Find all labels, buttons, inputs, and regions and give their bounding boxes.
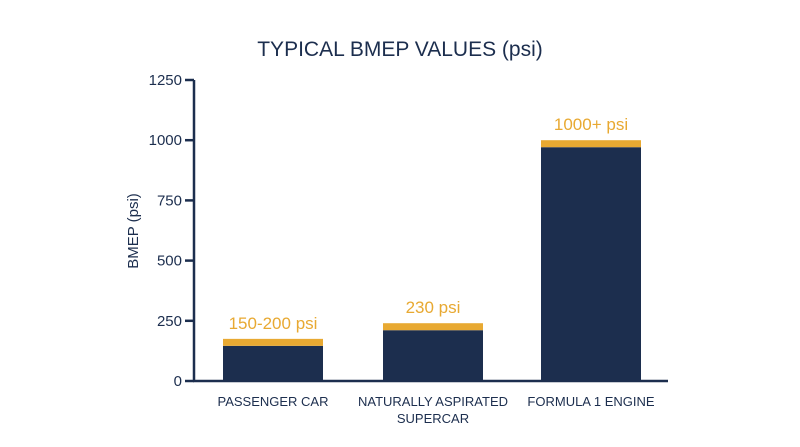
data-label: 150-200 psi	[229, 314, 318, 333]
y-tick-label: 1000	[149, 132, 182, 149]
y-tick-label: 1250	[149, 72, 182, 89]
bar	[383, 330, 483, 381]
bars-group	[223, 140, 641, 381]
category-label: FORMULA 1 ENGINE	[527, 394, 654, 409]
bar-range-cap	[383, 323, 483, 331]
y-tick-label: 250	[157, 313, 182, 330]
labels-group: 150-200 psi PASSENGER CAR 230 psi NATURALLY…	[217, 115, 654, 426]
y-axis-label: BMEP (psi)	[125, 193, 142, 269]
category-label: NATURALLY ASPIRATED	[358, 394, 508, 409]
bar	[541, 147, 641, 381]
bar-range-cap	[541, 140, 641, 148]
category-label: PASSENGER CAR	[217, 394, 328, 409]
data-label: 1000+ psi	[554, 115, 628, 134]
bar	[223, 345, 323, 381]
y-tick-label: 500	[157, 253, 182, 270]
category-label: SUPERCAR	[397, 411, 469, 426]
chart-title: TYPICAL BMEP VALUES (psi)	[257, 38, 543, 61]
data-label: 230 psi	[406, 298, 461, 317]
bar-range-cap	[223, 338, 323, 346]
y-tick-label: 750	[157, 192, 182, 209]
y-tick-label: 0	[174, 373, 182, 390]
